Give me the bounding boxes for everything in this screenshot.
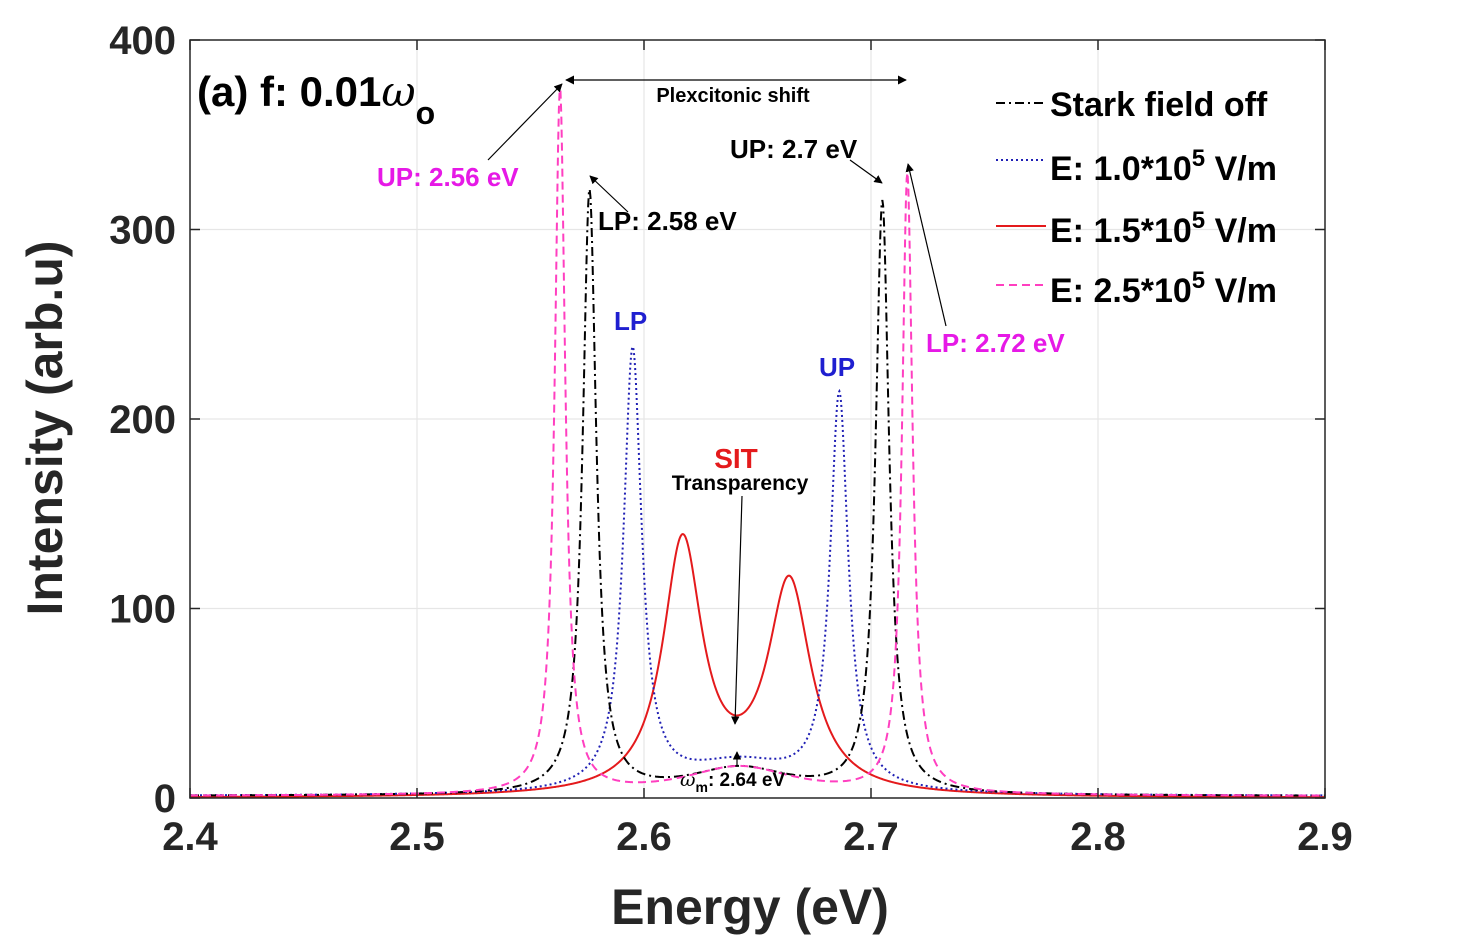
series-line-e15 — [190, 533, 1326, 799]
panel-label-text: (a) f: 0.01 — [197, 68, 381, 115]
up-256-label: UP: 2.56 eV — [377, 162, 519, 192]
series-layer — [190, 88, 1326, 799]
legend-e1-exp: 5 — [1192, 145, 1205, 172]
tick-marks — [189, 39, 1326, 799]
panel-label: (a) f: 0.01ωo — [197, 67, 435, 131]
y-tick-labels: 0 100 200 300 400 — [109, 19, 176, 821]
legend-e1-base: E: 1.0*10 — [1050, 150, 1192, 188]
lp-258-arrow — [589, 175, 629, 213]
x-tick-labels: 2.4 2.5 2.6 2.7 2.8 2.9 — [162, 815, 1353, 859]
x-tick-label: 2.6 — [616, 815, 672, 859]
legend-e25-exp: 5 — [1192, 267, 1205, 294]
legend-label-e1: E: 1.0*105 V/m — [1050, 145, 1277, 188]
y-tick-label: 300 — [109, 209, 176, 253]
x-tick-label: 2.7 — [843, 815, 899, 859]
y-axis-title: Intensity (arb.u) — [17, 240, 73, 615]
transparency-arrow — [731, 495, 743, 725]
legend-e15-base: E: 1.5*10 — [1050, 212, 1192, 250]
legend: Stark field off E: 1.0*105 V/m E: 1.5*10… — [996, 86, 1277, 310]
y-tick-label: 400 — [109, 19, 176, 63]
panel-label-subscript: o — [416, 95, 436, 131]
wm-subscript: m — [696, 779, 708, 795]
x-tick-label: 2.4 — [162, 815, 218, 859]
wm-value: : 2.64 eV — [708, 770, 785, 791]
series-line-e25 — [190, 88, 1325, 797]
x-tick-label: 2.9 — [1297, 815, 1353, 859]
legend-e1-unit: V/m — [1205, 150, 1277, 188]
transparency-label: Transparency — [672, 472, 809, 495]
wm-label: ωm: 2.64 eV — [680, 769, 785, 795]
legend-e15-unit: V/m — [1205, 212, 1277, 250]
up-256-arrow — [487, 83, 563, 161]
legend-label-e15: E: 1.5*105 V/m — [1050, 207, 1277, 250]
lp-272-label: LP: 2.72 eV — [926, 328, 1065, 358]
x-axis-title: Energy (eV) — [611, 879, 889, 935]
y-tick-label: 0 — [154, 777, 176, 821]
up-27-arrow — [849, 159, 883, 184]
legend-e15-exp: 5 — [1192, 207, 1205, 234]
wm-symbol: ω — [680, 769, 696, 791]
sit-label: SIT — [714, 443, 758, 474]
annotations: Plexcitonic shift UP: 2.56 eV LP: 2.58 e… — [377, 75, 1065, 795]
lp-272-arrow — [905, 163, 947, 327]
up-27-label: UP: 2.7 eV — [730, 134, 858, 164]
grid-lines — [190, 40, 1325, 798]
up-blue-label: UP — [819, 352, 855, 382]
legend-e25-base: E: 2.5*10 — [1050, 272, 1192, 310]
x-tick-label: 2.8 — [1070, 815, 1126, 859]
plexcitonic-shift-text: Plexcitonic shift — [656, 85, 810, 107]
x-tick-label: 2.5 — [389, 815, 445, 859]
legend-e25-unit: V/m — [1205, 272, 1277, 310]
lp-258-label: LP: 2.58 eV — [598, 206, 737, 236]
legend-label-e25: E: 2.5*105 V/m — [1050, 267, 1277, 310]
legend-label-off: Stark field off — [1050, 86, 1268, 124]
lp-blue-label: LP — [614, 306, 647, 336]
y-tick-label: 100 — [109, 588, 176, 632]
y-tick-label: 200 — [109, 398, 176, 442]
panel-label-omega: ω — [381, 67, 415, 116]
